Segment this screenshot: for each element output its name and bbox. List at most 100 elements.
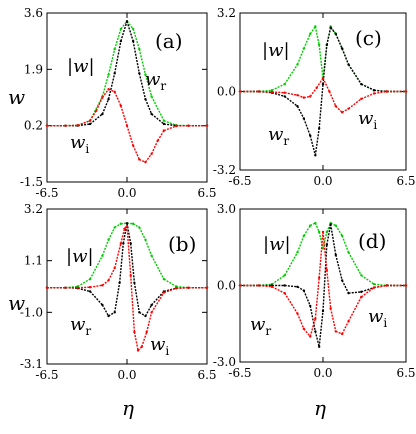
y-tick-label: 0.0 [217, 85, 236, 99]
series-segment [163, 287, 177, 294]
data-point [321, 309, 325, 313]
series-segment [133, 331, 139, 351]
data-point [88, 277, 92, 281]
data-point [340, 332, 344, 336]
y-tick-label: 3.2 [217, 6, 236, 20]
series-segment [296, 313, 305, 330]
data-point [309, 95, 312, 98]
y-tick-label: 0.0 [217, 279, 236, 293]
series-wi [45, 225, 209, 352]
series-segment [296, 48, 305, 65]
data-point [205, 124, 209, 127]
series-segment [114, 41, 122, 74]
data-point [334, 105, 337, 108]
data-point [162, 291, 166, 294]
series-wr [238, 223, 408, 348]
data-point [187, 124, 190, 127]
data-point [138, 226, 141, 229]
series-segment [303, 290, 311, 307]
data-point [334, 224, 337, 227]
series-segment [95, 97, 104, 112]
data-point [314, 330, 317, 333]
data-point [257, 90, 261, 93]
series-segment [163, 278, 177, 288]
series-segment [314, 26, 320, 46]
data-point [340, 111, 344, 114]
series-segment [89, 284, 103, 288]
data-point [107, 73, 110, 76]
series-segment [271, 83, 285, 91]
data-point [404, 284, 408, 287]
series-segment [297, 286, 305, 292]
data-point [113, 226, 116, 229]
series-segment [138, 48, 147, 75]
series-segment [89, 110, 97, 122]
series-segment [107, 227, 116, 241]
x-tick-label: 0.0 [117, 368, 136, 382]
series-segment [138, 73, 147, 100]
data-point [347, 107, 350, 110]
data-point [113, 90, 116, 94]
series-segment [303, 118, 311, 136]
series-segment [284, 284, 298, 288]
x-tick-label: 0.0 [117, 186, 136, 200]
series-segment [163, 123, 177, 127]
series-wi [238, 230, 408, 338]
curve-annotation: wi [358, 108, 377, 132]
series-segment [146, 312, 153, 333]
data-point [309, 224, 312, 227]
x-axis-label-left: η [122, 396, 134, 420]
series-segment [163, 120, 177, 126]
series-segment [120, 21, 128, 42]
data-point [107, 238, 110, 241]
series-segment [77, 278, 91, 288]
data-point [302, 289, 306, 292]
data-point [360, 290, 363, 294]
data-point [150, 152, 153, 156]
data-point [138, 47, 141, 51]
data-point [257, 284, 261, 287]
data-point [360, 97, 363, 101]
y-tick-label: -3.1 [20, 357, 43, 371]
panel-label: (a) [155, 29, 183, 53]
data-point [122, 242, 125, 245]
series-segment [330, 27, 337, 35]
series-segment [309, 318, 317, 337]
series-segment [132, 28, 140, 50]
series-segment [309, 135, 317, 156]
data-point [334, 330, 337, 333]
data-point [175, 124, 178, 128]
data-point [133, 330, 136, 334]
data-point [283, 95, 286, 98]
data-point [347, 251, 350, 254]
series-wr [238, 26, 408, 157]
series-segment [335, 105, 343, 113]
series-segment [259, 89, 272, 93]
data-point [325, 243, 329, 246]
data-point [125, 124, 129, 127]
y-tick-label: -1.5 [20, 175, 43, 189]
data-point [302, 117, 306, 120]
data-point [129, 242, 132, 245]
data-point [162, 122, 166, 126]
series-segment [101, 304, 110, 317]
data-point [113, 311, 116, 314]
series-segment [284, 92, 298, 96]
curve-annotation: |w| [262, 40, 290, 61]
data-point [334, 253, 337, 257]
data-point [64, 286, 67, 289]
series-segment [360, 286, 375, 298]
y-tick-label: 3.6 [24, 6, 43, 20]
series-segment [326, 224, 332, 245]
panel-label: (c) [355, 26, 382, 50]
series-segment [335, 33, 343, 49]
curve-annotation: wr [268, 124, 289, 148]
data-point [113, 266, 116, 270]
series-segment [129, 275, 136, 333]
data-point [205, 286, 209, 289]
data-point [315, 86, 318, 90]
data-point [309, 335, 312, 338]
series-segment [120, 228, 126, 244]
series-segment [335, 254, 343, 281]
series-segment [157, 130, 165, 141]
